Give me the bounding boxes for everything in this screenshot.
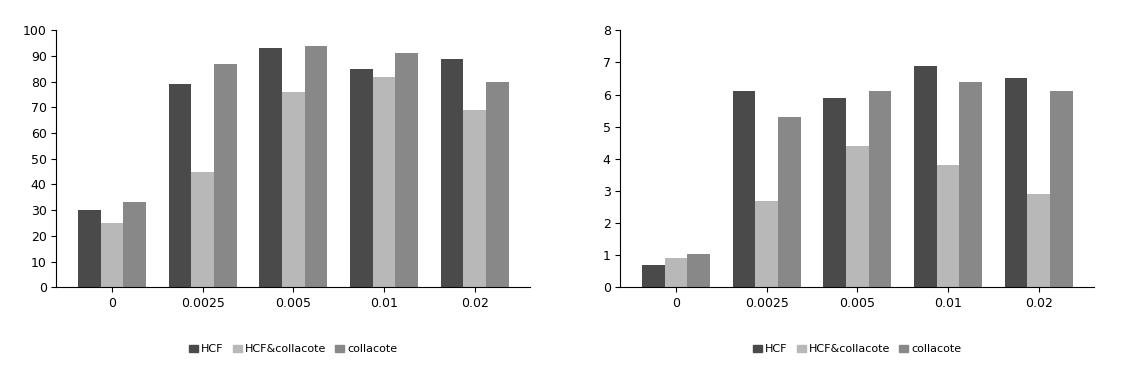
Bar xyxy=(687,254,710,287)
Bar xyxy=(732,91,756,287)
Bar xyxy=(464,110,486,287)
Bar xyxy=(395,53,418,287)
Bar xyxy=(1050,91,1073,287)
Bar xyxy=(441,59,464,287)
Bar xyxy=(823,98,846,287)
Bar xyxy=(664,259,687,287)
Legend: HCF, HCF&collacote, collacote: HCF, HCF&collacote, collacote xyxy=(749,340,966,359)
Bar xyxy=(959,82,982,287)
Bar xyxy=(914,66,936,287)
Bar xyxy=(168,84,192,287)
Bar xyxy=(282,92,305,287)
Bar xyxy=(846,146,869,287)
Bar xyxy=(756,200,778,287)
Bar xyxy=(642,265,664,287)
Bar xyxy=(486,82,509,287)
Bar xyxy=(214,64,237,287)
Bar xyxy=(1028,194,1050,287)
Bar xyxy=(936,165,959,287)
Bar xyxy=(1005,79,1028,287)
Bar xyxy=(350,69,372,287)
Bar xyxy=(372,76,395,287)
Legend: HCF, HCF&collacote, collacote: HCF, HCF&collacote, collacote xyxy=(185,340,402,359)
Bar xyxy=(123,203,146,287)
Bar xyxy=(192,172,214,287)
Bar xyxy=(869,91,891,287)
Bar xyxy=(100,223,123,287)
Bar xyxy=(778,117,801,287)
Bar xyxy=(78,210,100,287)
Bar xyxy=(305,46,327,287)
Bar xyxy=(259,48,282,287)
